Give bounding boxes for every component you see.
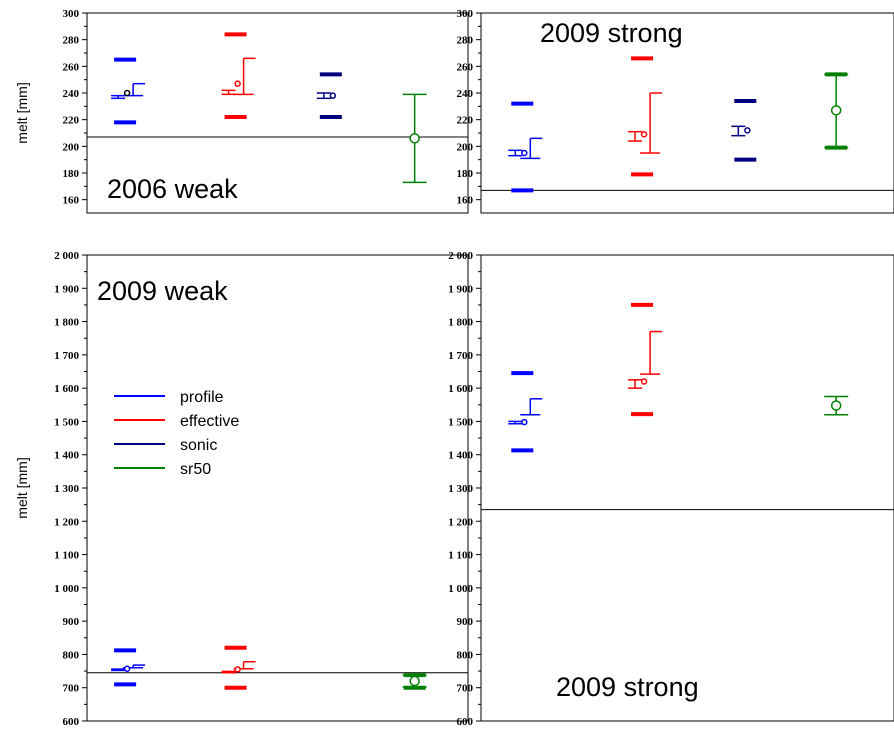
legend-item-sonic: sonic [114,437,217,454]
y-tick-label: 260 [63,61,80,73]
y-tick-label: 1 900 [448,283,473,295]
series-sonic [316,72,342,119]
data-point [329,92,337,99]
y-tick-label: 1 000 [448,583,473,595]
y-tick-label: 220 [457,115,474,127]
y-axis-label: melt [mm] [14,82,30,143]
y-tick-label: 700 [457,683,474,695]
y-tick-label: 2 000 [448,250,473,262]
y-tick-label: 200 [457,141,474,153]
y-tick-label: 1 800 [54,317,79,329]
y-tick-label: 800 [457,649,474,661]
y-tick-label: 200 [63,141,80,153]
y-tick-label: 600 [457,716,474,728]
series-profile [111,57,146,125]
y-tick-label: 1 100 [448,550,473,562]
y-tick-label: 1 500 [54,416,79,428]
panel-1: 160 180 200 220 240 260 280 300 melt [mm] 2006 we… [14,8,469,214]
series-effective [628,56,663,177]
data-point [830,105,842,116]
y-tick-label: 180 [63,168,80,180]
y-tick-label: 1 200 [448,516,473,528]
legend: profile effective sonic sr50 [114,389,239,478]
plot-frame [86,12,469,214]
y-tick-label: 1 400 [448,450,473,462]
y-tick-label: 180 [457,168,474,180]
y-tick-label: 300 [457,8,474,20]
data-point [409,133,420,144]
data-point [744,127,751,134]
series-sonic [731,99,757,162]
data-point [123,665,131,672]
series-sr50 [402,673,427,690]
series-effective [221,32,256,119]
y-tick-label: 1 600 [54,383,79,395]
y-tick-label: 160 [63,195,80,207]
y-tick-label: 1 600 [448,383,473,395]
series-sr50 [402,93,427,184]
series-profile [111,648,146,687]
y-tick-label: 280 [63,35,80,47]
series-sr50 [824,395,849,416]
series-profile [508,101,543,193]
y-tick-label: 1 700 [54,350,79,362]
data-point [521,149,528,157]
plot-frame [86,254,469,722]
y-tick-label: 220 [63,115,80,127]
panel-3: 600 700 800 900 1 000 1 100 1 200 1 300 1 400 1 5… [14,250,469,728]
legend-label: profile [180,389,224,406]
y-tick-label: 1 300 [448,483,473,495]
y-tick-label: 1 500 [448,416,473,428]
y-axis-label: melt [mm] [14,457,30,518]
legend-label: sonic [180,437,217,454]
panel-title: 2009 strong [556,672,699,702]
legend-item-effective: effective [114,413,239,430]
data-point [640,378,648,385]
y-tick-label: 1 300 [54,483,79,495]
data-point [640,131,648,138]
panel-4: 600 700 800 900 1 000 1 100 1 200 1 300 1 400 1 5… [448,250,894,728]
panel-title: 2006 weak [107,174,238,204]
panel-title: 2009 weak [97,276,228,306]
data-point [234,666,241,673]
panel-title: 2009 strong [540,18,683,48]
y-tick-label: 160 [457,195,474,207]
legend-item-profile: profile [114,389,224,406]
plot-frame [480,254,894,722]
y-tick-label: 700 [63,683,80,695]
y-tick-label: 280 [457,35,474,47]
plot-frame [480,12,894,214]
y-tick-label: 600 [63,716,80,728]
y-tick-label: 900 [63,616,80,628]
series-effective [221,645,256,690]
y-tick-label: 260 [457,61,474,73]
y-tick-label: 1 400 [54,450,79,462]
data-point [123,89,131,97]
y-tick-label: 300 [63,8,80,20]
legend-label: effective [180,413,239,430]
data-point [234,80,241,87]
y-tick-label: 240 [63,88,80,100]
data-point [521,418,528,426]
data-point [409,675,420,687]
series-effective [628,302,663,417]
y-tick-label: 1 900 [54,283,79,295]
y-tick-label: 240 [457,88,474,100]
y-tick-label: 1 100 [54,550,79,562]
y-tick-label: 900 [457,616,474,628]
panel-2: 160 180 200 220 240 260 280 300 2009 strong [457,8,894,214]
y-tick-label: 2 000 [54,250,79,262]
data-point [830,400,842,411]
series-profile [508,371,543,453]
y-tick-label: 800 [63,649,80,661]
y-tick-label: 1 000 [54,583,79,595]
legend-item-sr50: sr50 [114,461,211,478]
series-sr50 [824,72,849,150]
legend-label: sr50 [180,461,211,478]
y-tick-label: 1 200 [54,516,79,528]
y-tick-label: 1 800 [448,317,473,329]
y-tick-label: 1 700 [448,350,473,362]
